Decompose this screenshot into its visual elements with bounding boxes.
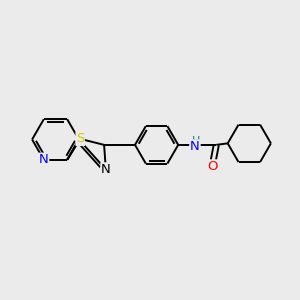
Text: H: H — [192, 136, 200, 146]
Text: N: N — [101, 163, 111, 176]
Text: S: S — [76, 132, 84, 146]
Text: O: O — [208, 160, 218, 173]
Text: N: N — [190, 140, 200, 153]
Text: N: N — [39, 153, 49, 166]
